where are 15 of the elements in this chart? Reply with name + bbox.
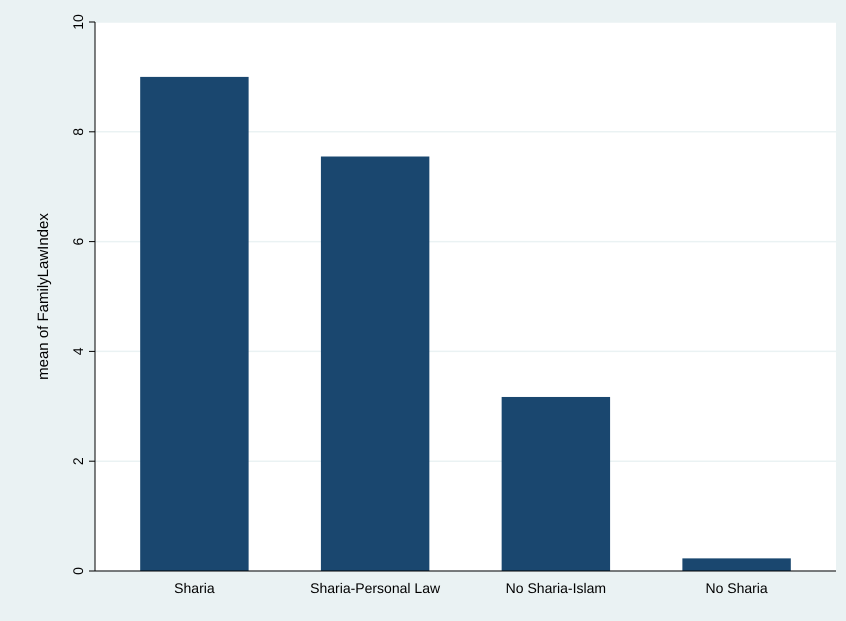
bar — [682, 558, 791, 571]
x-tick-label: No Sharia — [705, 580, 768, 596]
y-axis-title: mean of FamilyLawIndex — [35, 212, 52, 380]
y-tick-label: 0 — [70, 566, 86, 575]
x-tick-label: Sharia-Personal Law — [310, 580, 441, 596]
bar — [140, 76, 249, 571]
y-tick-label: 6 — [70, 238, 86, 246]
x-tick-label: No Sharia-Islam — [506, 580, 606, 596]
bar — [320, 156, 430, 571]
y-tick-label: 8 — [70, 128, 86, 136]
y-tick-label: 4 — [70, 347, 86, 356]
x-tick-label: Sharia — [174, 580, 215, 596]
bar — [502, 396, 610, 571]
y-tick-label: 2 — [70, 457, 86, 466]
y-tick-label: 10 — [70, 14, 86, 30]
